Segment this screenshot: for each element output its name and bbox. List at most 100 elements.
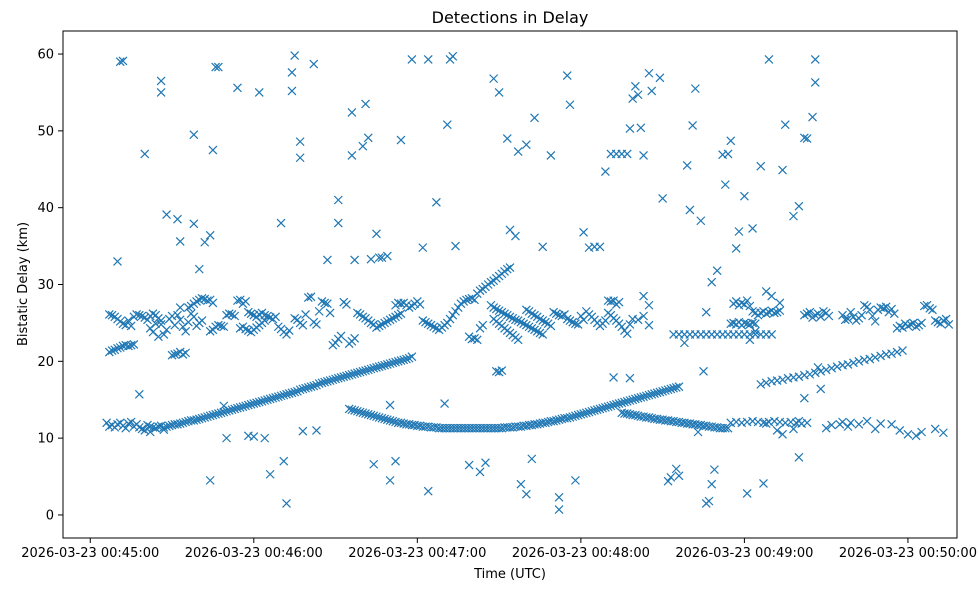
data-point [257,396,267,406]
data-point [208,410,218,420]
data-point [205,230,215,240]
data-point [870,353,880,362]
data-point [126,321,136,331]
data-point [175,303,185,312]
data-point [846,418,856,428]
data-point [633,315,643,325]
data-point [227,310,237,319]
data-point [448,51,458,61]
data-point [595,242,605,252]
data-point [115,57,125,67]
data-point [322,255,332,265]
data-point [391,312,400,322]
y-tick-label: 20 [37,355,54,370]
data-point [908,318,918,328]
data-point [827,363,837,373]
data-point [799,310,809,320]
data-point [521,140,531,150]
data-point [750,319,760,329]
data-point [385,400,395,410]
data-point [919,301,929,311]
data-point [625,373,635,383]
data-point [489,303,499,312]
data-point [663,476,673,486]
data-point [388,313,398,323]
data-point [216,408,226,418]
data-point [358,408,368,418]
data-point [895,426,905,435]
data-point [241,296,251,306]
data-point [126,417,136,427]
data-point [284,326,294,336]
data-point [361,366,370,375]
data-point [849,358,858,368]
data-point [799,393,809,403]
data-point [802,134,812,143]
data-point [396,135,406,145]
data-point [265,469,275,479]
data-point [802,309,812,319]
data-point [699,366,708,376]
data-point [617,322,627,332]
data-point [113,419,122,429]
data-point [227,405,237,415]
data-point [568,317,578,327]
y-tick-label: 0 [46,508,54,523]
data-point [366,364,376,374]
data-point [690,84,700,94]
data-point [317,296,327,306]
data-point [505,263,515,273]
data-point [494,88,504,97]
data-point [331,374,340,384]
data-point [110,345,120,355]
data-point [737,298,747,308]
data-point [731,243,741,253]
data-point [502,264,512,274]
data-point [205,411,215,421]
data-point [761,419,771,428]
data-point [361,99,370,109]
data-point [418,243,428,253]
data-point [268,393,278,403]
data-point [393,356,403,366]
data-point [350,255,360,265]
data-point [352,368,362,378]
data-point [628,94,638,104]
data-point [516,317,526,327]
data-point [739,191,749,201]
data-point [396,299,406,309]
data-point [366,410,376,420]
data-point [857,310,867,320]
data-point [527,454,537,464]
data-point [494,306,504,316]
data-point [219,401,229,411]
data-point [538,316,548,326]
data-point [246,309,256,319]
data-point [644,412,654,422]
data-point [342,371,351,381]
data-point [322,299,332,309]
data-point [173,419,182,429]
data-point [377,253,387,263]
data-point [173,310,182,320]
data-point [666,384,676,394]
data-point [372,412,381,422]
data-point [641,391,651,401]
data-point [372,323,381,332]
data-point [622,329,632,339]
data-point [838,310,847,320]
data-point [126,340,136,350]
data-point [570,411,580,421]
data-point [625,320,635,329]
data-point [404,353,414,363]
data-point [794,201,804,211]
data-point [380,360,390,370]
data-point [292,386,302,396]
data-point [243,307,253,317]
data-point [810,368,820,378]
data-point [113,257,122,266]
data-point [707,479,717,489]
data-point [680,338,689,348]
data-point [118,56,128,66]
data-point [775,298,785,308]
